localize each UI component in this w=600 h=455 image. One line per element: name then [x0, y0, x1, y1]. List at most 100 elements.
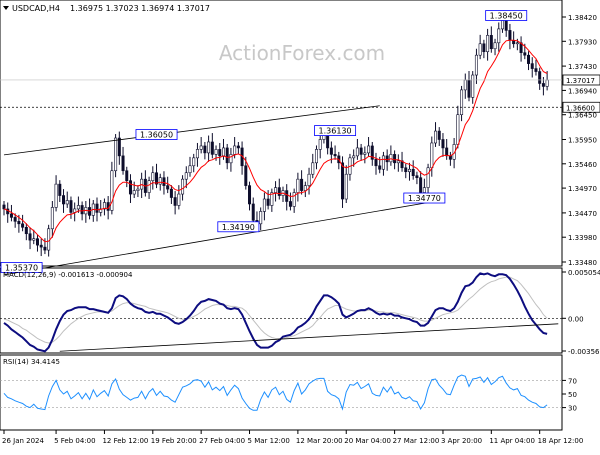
candle-body	[445, 147, 449, 157]
macd-signal-line	[3, 276, 548, 344]
time-tick-label: 3 Apr 20:00	[441, 437, 482, 445]
candle-body	[538, 71, 542, 84]
candle-body	[463, 79, 467, 91]
candle-body	[125, 170, 129, 181]
candle-body	[54, 183, 58, 208]
candle-body	[110, 170, 114, 211]
price-annotation-label: 1.34770	[408, 194, 441, 203]
candle-body	[210, 141, 214, 155]
price-annotation-box	[403, 192, 446, 204]
candle-body	[497, 28, 501, 44]
price-annotation-label: 1.38450	[490, 12, 523, 21]
candle-body	[28, 233, 32, 241]
candle-body	[62, 195, 66, 205]
symbol-name: USDCAD,H4	[12, 4, 60, 13]
candle-body	[367, 145, 371, 154]
candle-body	[221, 147, 225, 157]
candle-body	[437, 130, 441, 140]
candle-body	[277, 187, 281, 196]
candle-body	[181, 178, 185, 195]
candle-body	[188, 165, 192, 174]
rsi-tick-label: 70	[568, 377, 577, 385]
candle-body	[407, 168, 411, 173]
candle-body	[95, 203, 99, 213]
price-tick-label: 1.36940	[568, 87, 597, 95]
current-price-value: 1.37017	[566, 77, 595, 85]
candle-body	[162, 177, 166, 186]
price-plot: 1.35370 1.36050 1.34190 1.36130 1.34770 1.384…	[0, 10, 562, 276]
macd-trendline[interactable]	[59, 323, 559, 352]
time-tick-label: 27 Feb 04:00	[199, 437, 245, 445]
candle-body	[478, 43, 482, 56]
candle-body	[214, 149, 218, 155]
candle-body	[422, 187, 426, 193]
candle-body	[296, 178, 300, 193]
candle-body	[195, 149, 199, 159]
candle-body	[471, 74, 475, 98]
candle-body	[173, 197, 177, 206]
moving-average-line	[3, 39, 548, 243]
candle-body	[132, 190, 136, 195]
candle-body	[76, 205, 80, 210]
candle-body	[326, 134, 330, 149]
candle-body	[166, 185, 170, 190]
candle-body	[207, 141, 211, 154]
candle-body	[341, 162, 345, 200]
candle-body	[489, 35, 493, 50]
candle-body	[303, 185, 307, 191]
candle-body	[136, 188, 140, 191]
candle-body	[13, 217, 17, 222]
candle-body	[541, 83, 545, 87]
candle-body	[515, 42, 519, 45]
candle-body	[151, 172, 155, 181]
price-annotation-label: 1.35370	[5, 263, 38, 272]
candle-body	[545, 79, 549, 87]
candle-body	[385, 155, 389, 163]
candle-body	[35, 238, 39, 246]
time-tick-label: 12 Feb 12:00	[102, 437, 148, 445]
candle-body	[43, 246, 47, 251]
symbol-header: USDCAD,H4 1.36975 1.37023 1.36974 1.3701…	[3, 4, 210, 13]
candle-body	[128, 180, 132, 195]
time-tick-label: 27 Mar 12:00	[393, 437, 440, 445]
candle-body	[482, 43, 486, 53]
support-level-value: 1.36600	[566, 104, 595, 112]
time-axis: 26 Jan 2024 5 Feb 04:00 12 Feb 12:00 19 Feb…	[2, 430, 583, 445]
macd-tick-label: -0.003569	[568, 348, 600, 356]
candle-body	[262, 198, 266, 212]
channel-upper-line[interactable]	[3, 105, 380, 156]
candle-body	[251, 203, 255, 221]
candle-body	[236, 145, 240, 149]
price-annotation-box	[485, 10, 528, 21]
price-annotation-box	[0, 262, 43, 273]
candle-body	[415, 175, 419, 178]
price-tick-label: 1.37430	[568, 63, 597, 71]
channel-lower-line[interactable]	[3, 199, 444, 276]
candle-body	[504, 20, 508, 31]
candle-body	[311, 162, 315, 175]
candle-body	[333, 154, 337, 157]
candle-body	[411, 168, 415, 177]
candle-body	[426, 167, 430, 188]
macd-label: MACD(12,26,9) -0.001613 -0.000904	[3, 271, 133, 279]
candle-body	[65, 200, 69, 205]
candle-body	[244, 165, 248, 186]
candle-body	[225, 147, 229, 164]
time-tick-label: 11 Apr 04:00	[489, 437, 535, 445]
rsi-line	[3, 374, 548, 411]
candle-body	[24, 226, 28, 235]
candle-body	[329, 147, 333, 155]
symbol-dropdown-icon[interactable]	[3, 6, 9, 10]
candle-body	[318, 139, 322, 150]
candle-body	[21, 223, 25, 228]
watermark: ActionForex.com	[219, 41, 385, 65]
candle-body	[114, 137, 118, 172]
candle-body	[88, 207, 92, 216]
price-annotation-label: 1.36130	[319, 127, 352, 136]
rsi-axis: 70 50 30	[562, 377, 577, 413]
price-tick-label: 1.35950	[568, 137, 597, 145]
price-tick-label: 1.36450	[568, 112, 597, 120]
candle-body	[233, 145, 237, 155]
